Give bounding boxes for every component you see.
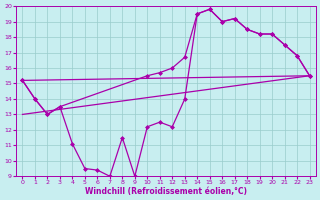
X-axis label: Windchill (Refroidissement éolien,°C): Windchill (Refroidissement éolien,°C): [85, 187, 247, 196]
